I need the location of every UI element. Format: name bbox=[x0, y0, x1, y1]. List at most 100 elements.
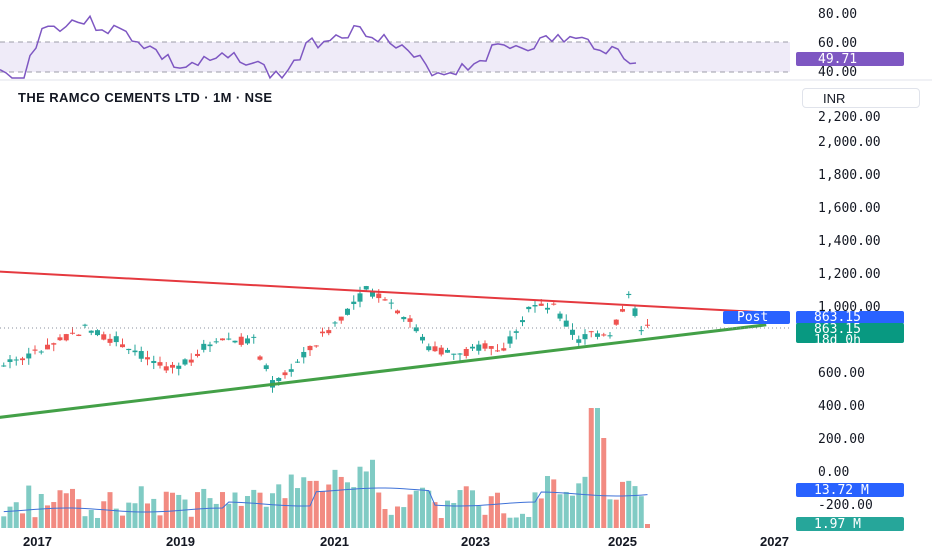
candle-body[interactable] bbox=[482, 343, 488, 349]
candle-body[interactable] bbox=[88, 330, 94, 333]
candle-body[interactable] bbox=[170, 364, 175, 368]
candle-body[interactable] bbox=[232, 340, 238, 343]
candle-body[interactable] bbox=[357, 293, 363, 302]
price-axis[interactable]: 2,200.00 2,000.00 1,800.00 1,600.00 1,40… bbox=[818, 110, 881, 513]
time-axis[interactable]: 2017 2019 2021 2023 2025 2027 bbox=[23, 534, 789, 549]
candle-body[interactable] bbox=[370, 291, 375, 297]
candle-body[interactable] bbox=[345, 308, 350, 315]
candle-body[interactable] bbox=[7, 359, 13, 362]
candle-body[interactable] bbox=[226, 338, 232, 340]
candle-body[interactable] bbox=[138, 351, 144, 359]
candle-body[interactable] bbox=[476, 344, 482, 351]
candle-body[interactable] bbox=[195, 353, 200, 356]
candle-body[interactable] bbox=[401, 317, 407, 320]
candle-body[interactable] bbox=[607, 335, 613, 337]
candle-body[interactable] bbox=[501, 348, 507, 351]
candle-body[interactable] bbox=[451, 353, 457, 355]
candle-body[interactable] bbox=[307, 345, 313, 351]
candle-body[interactable] bbox=[432, 346, 438, 352]
candle-body[interactable] bbox=[620, 309, 625, 312]
candle-body[interactable] bbox=[82, 324, 88, 326]
candle-body[interactable] bbox=[570, 329, 575, 335]
resistance-trendline[interactable] bbox=[0, 270, 767, 314]
candle-body[interactable] bbox=[38, 351, 44, 353]
candle-body[interactable] bbox=[326, 330, 332, 334]
candle-body[interactable] bbox=[251, 336, 257, 338]
candle-body[interactable] bbox=[132, 350, 138, 353]
candle-body[interactable] bbox=[182, 359, 188, 365]
candle-body[interactable] bbox=[420, 336, 425, 341]
candle-body[interactable] bbox=[313, 345, 319, 347]
candle-body[interactable] bbox=[582, 334, 588, 340]
candle-body[interactable] bbox=[238, 336, 244, 345]
candle-body[interactable] bbox=[151, 360, 157, 364]
candle-body[interactable] bbox=[438, 347, 444, 355]
candle-body[interactable] bbox=[407, 318, 413, 322]
candle-body[interactable] bbox=[220, 338, 225, 341]
candle-body[interactable] bbox=[638, 330, 644, 332]
candle-body[interactable] bbox=[76, 334, 82, 336]
candle-body[interactable] bbox=[245, 338, 250, 344]
candle-body[interactable] bbox=[445, 349, 450, 353]
candle-body[interactable] bbox=[332, 322, 338, 324]
candle-body[interactable] bbox=[26, 353, 32, 359]
candle-body[interactable] bbox=[463, 349, 469, 356]
candle-body[interactable] bbox=[538, 303, 544, 306]
candle-body[interactable] bbox=[520, 320, 525, 323]
candle-body[interactable] bbox=[457, 353, 463, 355]
candle-body[interactable] bbox=[351, 301, 357, 305]
candle-body[interactable] bbox=[201, 343, 207, 350]
candle-body[interactable] bbox=[45, 344, 50, 350]
candle-body[interactable] bbox=[32, 349, 38, 351]
candle-body[interactable] bbox=[263, 365, 269, 370]
candle-body[interactable] bbox=[645, 324, 650, 326]
candle-body[interactable] bbox=[57, 337, 63, 341]
candle-body[interactable] bbox=[363, 286, 369, 290]
candle-body[interactable] bbox=[426, 346, 432, 351]
candle-body[interactable] bbox=[557, 313, 563, 319]
candle-body[interactable] bbox=[513, 331, 519, 333]
candle-body[interactable] bbox=[495, 350, 500, 352]
candle-body[interactable] bbox=[107, 338, 113, 343]
candle-body[interactable] bbox=[601, 334, 607, 336]
candle-body[interactable] bbox=[301, 351, 307, 358]
candle-body[interactable] bbox=[507, 336, 513, 344]
candle-body[interactable] bbox=[613, 319, 619, 325]
candle-body[interactable] bbox=[257, 356, 263, 360]
candle-body[interactable] bbox=[101, 334, 107, 340]
candle-body[interactable] bbox=[13, 359, 19, 361]
candle-body[interactable] bbox=[413, 327, 419, 332]
candle-body[interactable] bbox=[145, 357, 150, 360]
candle-body[interactable] bbox=[1, 365, 7, 367]
candle-body[interactable] bbox=[626, 293, 632, 296]
candle-body[interactable] bbox=[188, 359, 194, 363]
candlestick-series[interactable] bbox=[1, 285, 650, 393]
candle-body[interactable] bbox=[576, 339, 582, 343]
candle-body[interactable] bbox=[282, 372, 288, 376]
candle-body[interactable] bbox=[276, 377, 282, 382]
candle-body[interactable] bbox=[63, 334, 69, 341]
candle-body[interactable] bbox=[120, 344, 125, 348]
candle-body[interactable] bbox=[207, 344, 213, 347]
candle-body[interactable] bbox=[526, 306, 532, 310]
candle-body[interactable] bbox=[376, 293, 382, 299]
candle-body[interactable] bbox=[551, 303, 557, 305]
candle-body[interactable] bbox=[470, 346, 475, 349]
candle-body[interactable] bbox=[532, 305, 538, 307]
candle-body[interactable] bbox=[295, 361, 300, 363]
candle-body[interactable] bbox=[51, 343, 57, 345]
candle-body[interactable] bbox=[632, 308, 638, 316]
candle-body[interactable] bbox=[113, 336, 119, 343]
candle-body[interactable] bbox=[163, 366, 169, 371]
candle-body[interactable] bbox=[213, 341, 219, 343]
candle-body[interactable] bbox=[20, 358, 25, 361]
candle-body[interactable] bbox=[595, 333, 600, 337]
candle-body[interactable] bbox=[157, 362, 163, 366]
candle-body[interactable] bbox=[70, 332, 75, 334]
support-trendline[interactable] bbox=[0, 323, 767, 422]
rsi-panel[interactable]: 80.00 60.00 40.00 49.71 bbox=[0, 7, 904, 80]
candle-body[interactable] bbox=[488, 346, 494, 349]
candle-body[interactable] bbox=[95, 330, 100, 336]
